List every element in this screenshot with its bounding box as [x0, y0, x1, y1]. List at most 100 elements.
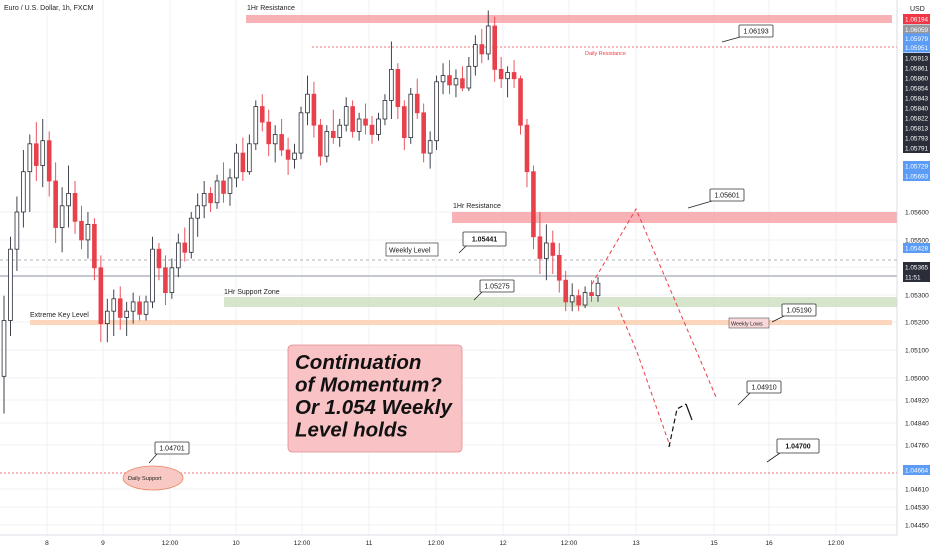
candle-body [356, 118, 362, 132]
candle-body [460, 78, 465, 89]
callout-value: 1.05275 [484, 284, 509, 291]
price-tag-label: 1.05428 [905, 245, 929, 252]
candle-body [111, 298, 117, 312]
zone-band [246, 15, 892, 23]
candle-body [421, 112, 426, 154]
price-tag [903, 14, 930, 24]
annotation-line: of Momentum? [295, 374, 442, 397]
price-tag [903, 73, 930, 83]
projection-path-low [617, 306, 671, 447]
candle-body [498, 69, 504, 80]
candle-body [266, 121, 272, 145]
candle-body [350, 106, 355, 132]
price-tick-label: 1.04530 [905, 504, 929, 511]
price-tag [903, 83, 930, 93]
candle-body [105, 310, 110, 325]
zone-band [224, 297, 897, 307]
candle-body [524, 124, 530, 173]
candle-body [595, 282, 601, 297]
price-tag-label: 1.05913 [905, 55, 929, 62]
price-tag-label: 1.05729 [905, 163, 929, 170]
candle-body [150, 248, 155, 303]
candle-body [130, 301, 136, 312]
candle-body [240, 152, 246, 173]
candle-body [408, 93, 414, 138]
projection-path-high [591, 207, 717, 398]
candle-body [337, 124, 343, 138]
levels: Daily Resistance Weekly Level Daily Suppor… [0, 46, 897, 491]
zone-band [452, 212, 897, 223]
candle-body [214, 180, 220, 204]
price-tag-label: 1.04664 [905, 467, 929, 474]
callout-box [776, 438, 820, 454]
callout-value: 1.05190 [786, 308, 811, 315]
candle-body [201, 192, 207, 207]
callout-leader [458, 245, 467, 254]
weekly-level-label: Weekly Level [389, 248, 431, 255]
projection-bounce [668, 403, 687, 448]
candle-body [227, 177, 233, 194]
time-tick-label: 15 [710, 540, 718, 547]
time-tick-label: 12:00 [828, 540, 845, 547]
candle-body [414, 93, 420, 114]
candle-body [447, 75, 452, 86]
candle-body [59, 205, 65, 228]
candle-body [46, 140, 52, 182]
candle-body [343, 106, 349, 126]
callout-value: 1.04700 [785, 444, 810, 451]
currency-label[interactable]: USD [910, 6, 925, 13]
price-tick-label: 1.05500 [905, 237, 929, 244]
candle-body [537, 236, 543, 259]
price-tick-label: 1.04610 [905, 486, 929, 493]
candle-body [156, 248, 162, 269]
candle-body [182, 242, 188, 253]
price-tag [903, 465, 930, 475]
candle-body [402, 106, 407, 138]
candle-body [14, 211, 20, 250]
candle-body [305, 93, 310, 114]
annotation-bg [287, 344, 463, 453]
price-tag-label: 11:51 [905, 274, 921, 281]
callout-leader [766, 452, 781, 463]
callout-box [462, 231, 507, 247]
price-tag [903, 143, 930, 153]
time-tick-label: 9 [101, 540, 105, 547]
price-tag-label: 1.05861 [905, 65, 929, 72]
callout-leader [721, 36, 741, 43]
candle-body [582, 292, 588, 306]
candle-body [285, 149, 291, 160]
candle-body [569, 295, 575, 303]
price-tick-label: 1.05200 [905, 319, 929, 326]
candle-body [505, 72, 510, 80]
price-tag [903, 33, 930, 44]
candle-body [473, 44, 478, 67]
weekly-level-box [385, 242, 439, 257]
candle-body [234, 152, 239, 179]
callout-value: 1.05441 [472, 237, 497, 244]
zones: 1Hr Resistance 1Hr Resistance 1Hr Support … [30, 5, 897, 325]
price-tick-label: 1.05600 [905, 209, 929, 216]
candle-body [311, 93, 317, 126]
candle-body [589, 292, 594, 297]
price-tick-label: 1.04920 [905, 397, 929, 404]
candle-body [544, 242, 549, 259]
candle-body [376, 118, 381, 135]
annotation-line: Or 1.054 Weekly [295, 396, 453, 419]
price-tag [903, 243, 930, 253]
candle-body [124, 310, 129, 318]
callout-leader [771, 315, 785, 323]
candle-body [511, 72, 517, 80]
projection-bounce-tail [685, 403, 693, 421]
zone-label: 1Hr Support Zone [224, 289, 280, 296]
callout-value: 1.04910 [751, 385, 776, 392]
price-tag-label: 1.05791 [905, 145, 929, 152]
candle-body [440, 75, 446, 83]
callout-box [781, 303, 817, 317]
price-tag [903, 171, 930, 181]
candle-body [363, 118, 368, 126]
candle-body [169, 267, 175, 293]
price-tag [903, 262, 930, 272]
zone-label: 1Hr Resistance [453, 203, 501, 210]
price-tag-label: 1.06059 [905, 27, 929, 34]
